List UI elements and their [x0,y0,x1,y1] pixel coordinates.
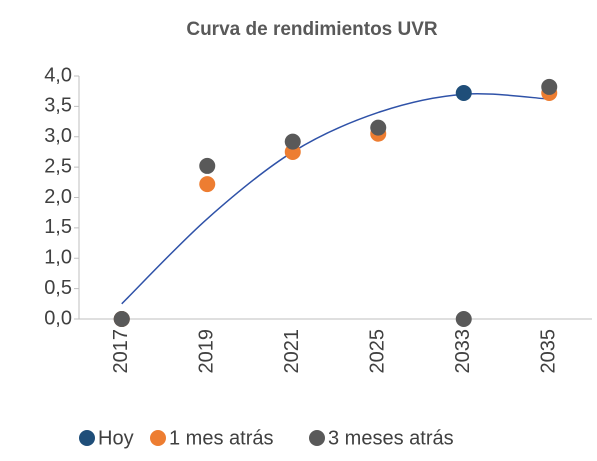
x-tick-label: 2019 [196,329,218,374]
chart-title: Curva de rendimientos UVR [186,19,438,40]
point [113,311,130,327]
point [284,133,301,150]
legend-label: 1 mes atrás [169,427,273,449]
legend-marker [79,430,95,446]
point [455,311,472,327]
point [370,119,387,136]
x-tick-label: 2033 [452,329,474,374]
y-tick-label: 4,0 [44,64,72,86]
point [455,85,472,102]
x-tick-label: 2035 [538,329,560,374]
y-tick-label: 2,0 [44,186,72,208]
x-tick-label: 2017 [110,329,132,374]
legend-label: Hoy [98,427,134,449]
y-tick-label: 1,5 [44,216,72,238]
legend-marker [150,430,166,446]
legend-marker [309,430,325,446]
y-tick-label: 3,5 [44,95,72,117]
legend-label: 3 meses atrás [328,427,454,449]
x-tick-label: 2025 [367,329,389,374]
trendline [121,93,550,305]
x-tick-label: 2021 [281,329,303,374]
y-tick-label: 3,0 [44,125,72,147]
y-tick-label: 0,5 [44,277,72,299]
point [541,78,558,95]
y-tick-label: 0,0 [44,307,72,329]
y-tick-label: 2,5 [44,155,72,177]
y-tick-label: 1,0 [44,247,72,269]
point [199,176,216,193]
point [199,157,216,174]
